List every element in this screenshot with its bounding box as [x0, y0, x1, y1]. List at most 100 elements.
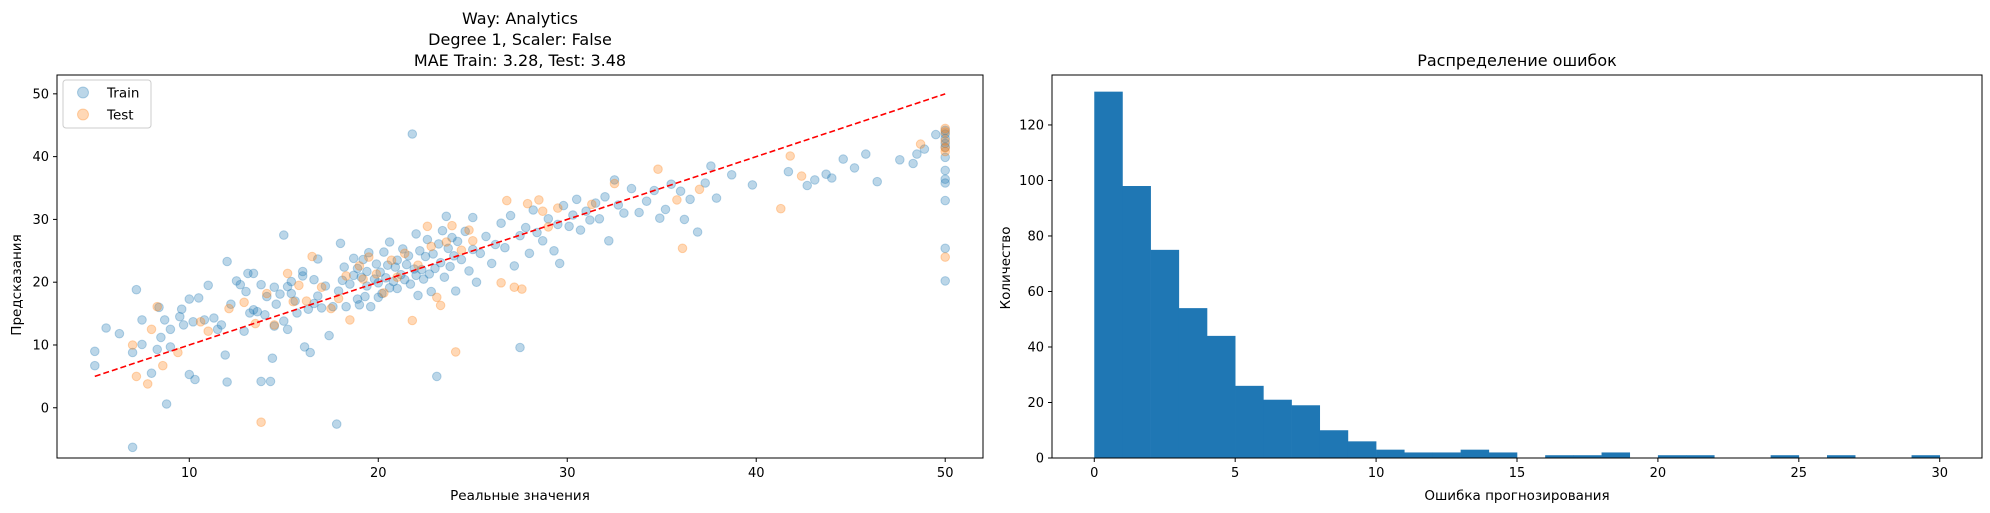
scatter-point [430, 263, 440, 274]
scatter-point [137, 315, 147, 325]
scatter-point [428, 249, 438, 259]
histogram-bar [1291, 405, 1321, 458]
scatter-point [908, 158, 918, 169]
scatter-point [849, 163, 860, 173]
scatter-point [464, 225, 474, 235]
legend-marker-train [77, 86, 89, 99]
scatter-point [432, 371, 442, 382]
scatter-point [564, 221, 574, 232]
scatter-point [426, 241, 437, 252]
x-tick-label: 30 [1931, 466, 1948, 481]
scatter-y-axis-label: Предсказания [9, 234, 25, 335]
scatter-point [269, 320, 280, 330]
scatter-point [403, 251, 414, 261]
histogram-bar [1319, 430, 1349, 458]
scatter-point [222, 377, 232, 387]
scatter-x-axis-label: Реальные значения [450, 488, 590, 504]
histogram-bar [1460, 449, 1490, 458]
y-tick-label: 60 [1027, 285, 1044, 300]
scatter-point [706, 161, 716, 171]
scatter-point [641, 196, 652, 206]
scatter-point [460, 226, 471, 237]
scatter-point [594, 214, 605, 224]
scatter-point [413, 260, 423, 271]
scatter-point [600, 192, 610, 202]
scatter-legend: Train Test [62, 79, 152, 129]
scatter-plot-area: 10 20 30 40 50 0 10 20 30 40 50 [32, 74, 984, 481]
scatter-point [940, 195, 951, 206]
scatter-point [456, 245, 467, 255]
scatter-point [146, 324, 157, 335]
histogram-bars [1094, 91, 1941, 459]
scatter-point [407, 129, 418, 139]
x-tick-label: 10 [181, 466, 198, 481]
histogram-bar [1573, 455, 1602, 458]
histogram-bar [1432, 452, 1461, 458]
scatter-point [422, 221, 433, 232]
scatter-point [505, 210, 516, 221]
scatter-point [348, 253, 359, 264]
scatter-point [386, 255, 397, 266]
y-tick-label: 80 [1027, 229, 1044, 244]
scatter-point [348, 270, 359, 281]
scatter-point [426, 286, 437, 297]
scatter-point [203, 280, 213, 291]
scatter-point [309, 274, 319, 285]
scatter-point [471, 277, 482, 288]
scatter-point [940, 129, 951, 139]
scatter-point [316, 303, 327, 313]
scatter-point [161, 399, 172, 409]
scatter-point [585, 215, 595, 225]
scatter-point [677, 243, 688, 254]
scatter-point [364, 247, 374, 258]
scatter-point [294, 280, 304, 291]
scatter-point [212, 324, 223, 335]
histogram-bar [1657, 455, 1687, 458]
scatter-point [468, 212, 478, 223]
scatter-point [575, 225, 586, 235]
scatter-point [377, 288, 387, 299]
scatter-point [685, 194, 695, 205]
scatter-point [313, 254, 323, 264]
scatter-point [313, 291, 323, 301]
scatter-point [256, 279, 266, 290]
x-tick-label: 20 [370, 466, 387, 481]
histogram-bar [1686, 455, 1715, 458]
scatter-point [345, 279, 355, 289]
scatter-point [441, 237, 452, 247]
scatter-point [413, 290, 423, 301]
scatter-point [399, 248, 410, 259]
scatter-point [609, 175, 620, 185]
scatter-point [919, 144, 930, 154]
scatter-point [178, 320, 189, 330]
scatter-point [872, 176, 883, 187]
scatter-point [609, 178, 620, 189]
y-tick-label: 0 [1036, 452, 1044, 467]
scatter-point [940, 142, 951, 152]
scatter-title-line-2: Degree 1, Scaler: False [428, 30, 612, 49]
scatter-point [940, 252, 951, 262]
scatter-point [316, 282, 327, 293]
scatter-point [827, 173, 837, 183]
scatter-point [352, 263, 363, 274]
scatter-point [369, 274, 380, 284]
scatter-point [447, 220, 457, 231]
scatter-point [537, 206, 548, 216]
scatter-point [239, 297, 249, 308]
scatter-point [358, 254, 368, 265]
scatter-point [203, 326, 213, 337]
scatter-point [711, 193, 722, 203]
scatter-point [571, 194, 582, 205]
scatter-point [337, 275, 348, 286]
scatter-point [90, 360, 100, 371]
x-tick-label: 50 [937, 466, 954, 481]
scatter-point [286, 288, 297, 299]
scatter-point [365, 301, 376, 312]
scatter-point [301, 296, 312, 306]
scatter-title-line-3: MAE Train: 3.28, Test: 3.48 [414, 51, 626, 70]
scatter-point [286, 276, 297, 287]
scatter-point [726, 170, 737, 180]
histogram-bar [1601, 452, 1631, 458]
histogram-title: Распределение ошибок [1417, 51, 1617, 70]
scatter-point [783, 166, 794, 177]
